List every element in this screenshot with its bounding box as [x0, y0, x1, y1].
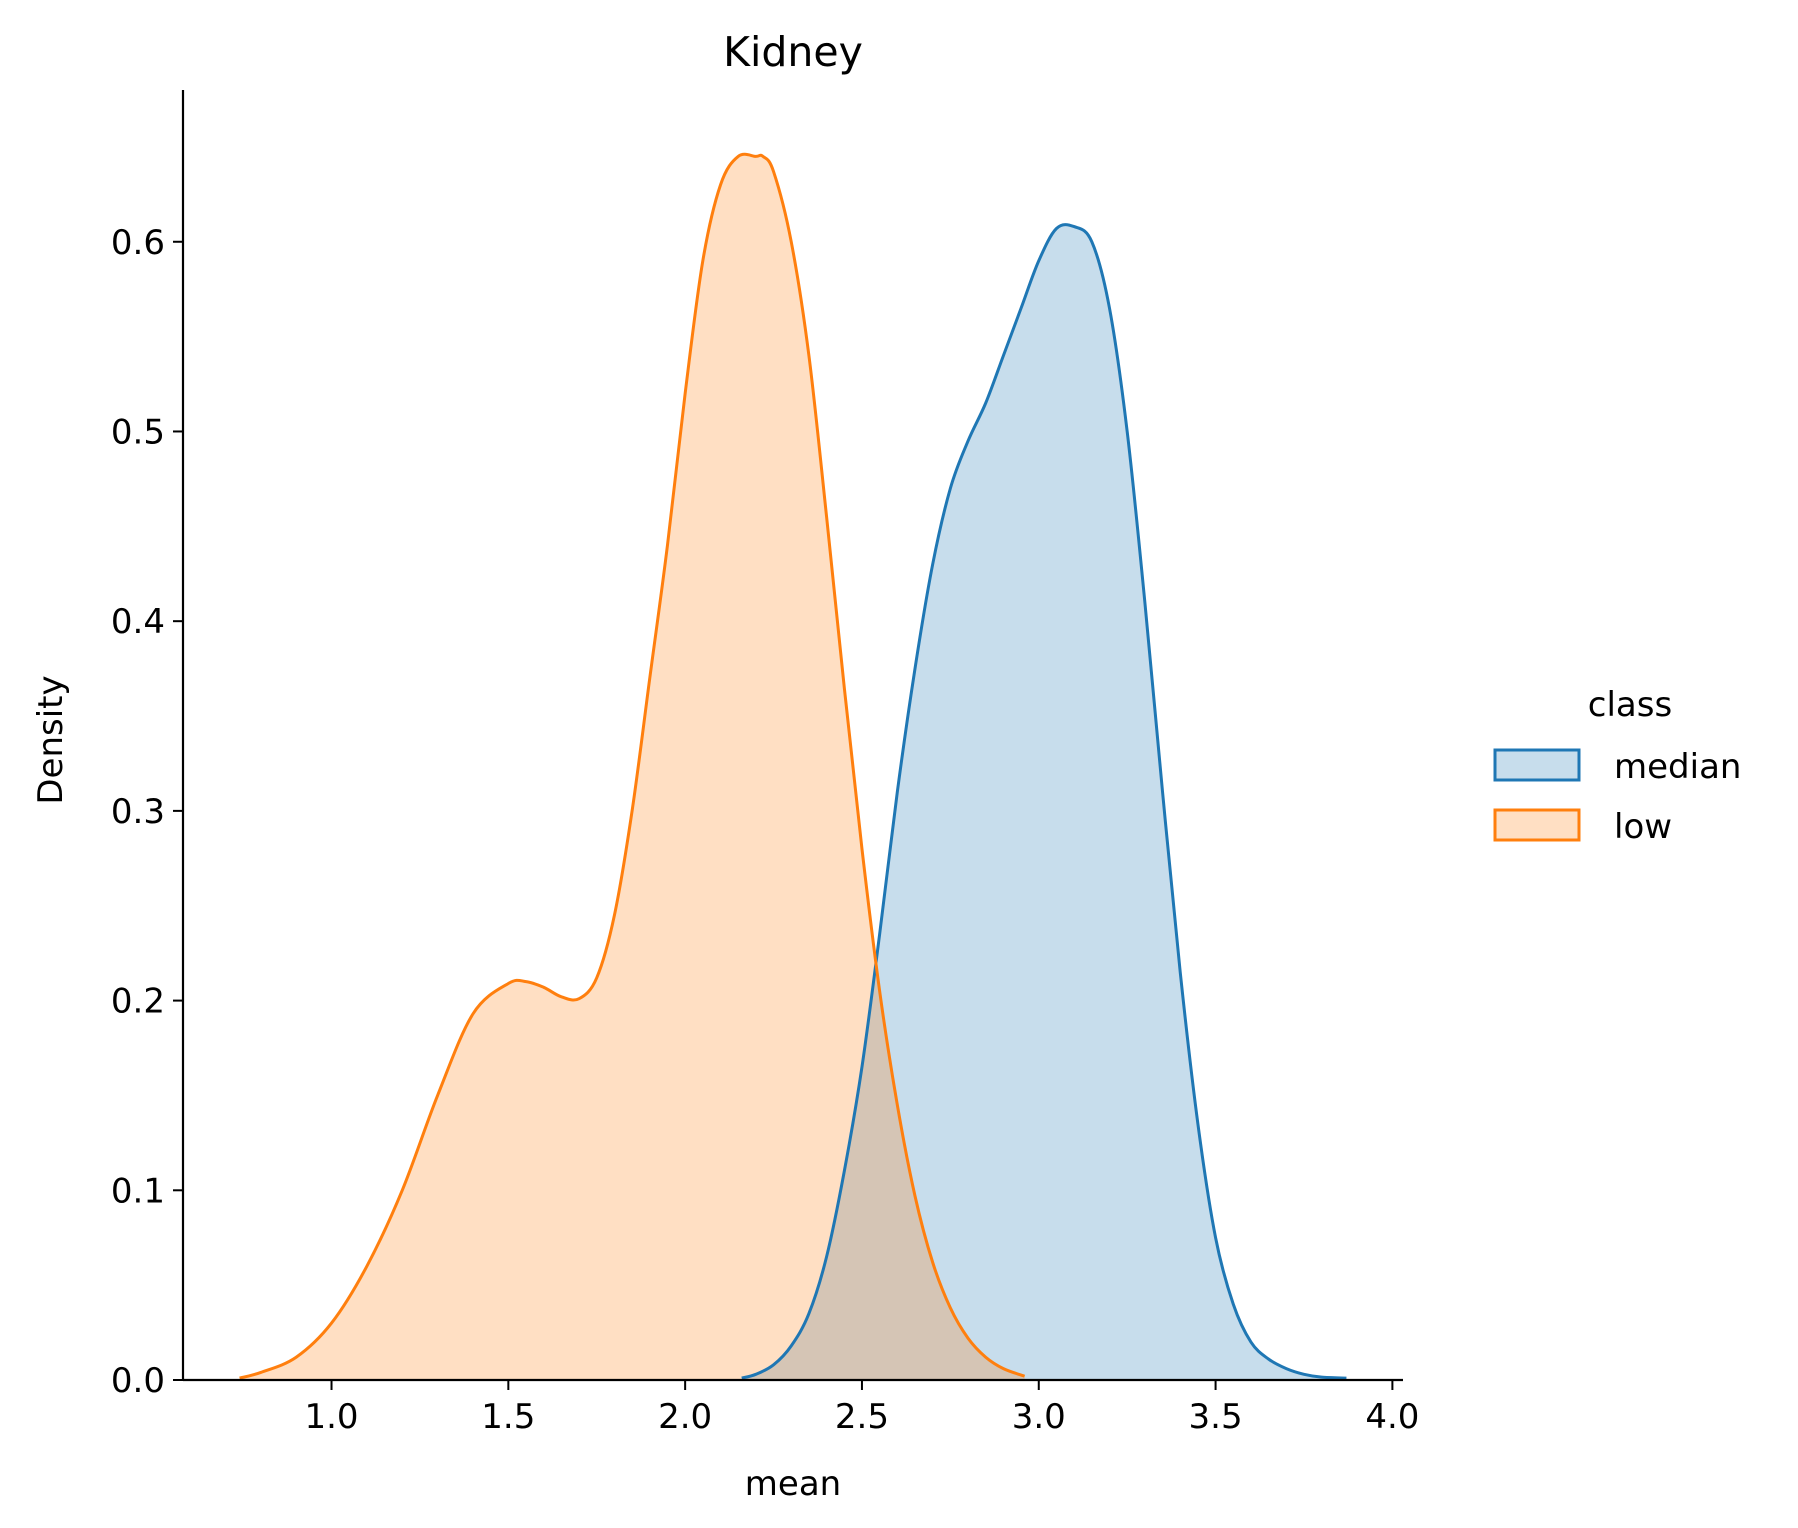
y-tick-label: 0.1: [111, 1171, 165, 1211]
x-tick-label: 2.5: [835, 1397, 889, 1437]
chart-title: Kidney: [723, 28, 863, 76]
legend-swatch-low: [1493, 808, 1581, 842]
y-tick-label: 0.5: [111, 412, 165, 452]
x-tick-label: 3.5: [1189, 1397, 1243, 1437]
x-tick-label: 2.0: [658, 1397, 712, 1437]
y-tick-label: 0.2: [111, 982, 165, 1022]
legend: class median low: [1493, 685, 1741, 847]
y-axis-label: Density: [31, 675, 71, 804]
density-area-low: [239, 154, 1025, 1381]
x-axis-label: mean: [745, 1464, 841, 1504]
x-ticks: 1.0 1.5 2.0 2.5 3.0 3.5 4.0: [304, 1380, 1419, 1437]
y-tick-label: 0.3: [111, 792, 165, 832]
x-tick-label: 4.0: [1365, 1397, 1419, 1437]
x-tick-label: 1.0: [304, 1397, 358, 1437]
legend-title: class: [1588, 685, 1672, 725]
y-ticks: 0.0 0.1 0.2 0.3 0.4 0.5 0.6: [111, 223, 183, 1401]
legend-swatch-median: [1493, 748, 1581, 782]
density-areas: [239, 154, 1347, 1381]
y-tick-label: 0.4: [111, 602, 165, 642]
x-tick-label: 3.0: [1012, 1397, 1066, 1437]
legend-label-median: median: [1614, 747, 1741, 787]
y-tick-label: 0.0: [111, 1361, 165, 1401]
axes: [181, 90, 1403, 1382]
density-lines: [239, 152, 1347, 1380]
density-line-median: [741, 223, 1347, 1380]
x-tick-label: 1.5: [481, 1397, 535, 1437]
density-area-median: [741, 224, 1347, 1380]
y-tick-label: 0.6: [111, 223, 165, 263]
legend-label-low: low: [1614, 807, 1672, 847]
density-line-low: [239, 152, 1026, 1380]
